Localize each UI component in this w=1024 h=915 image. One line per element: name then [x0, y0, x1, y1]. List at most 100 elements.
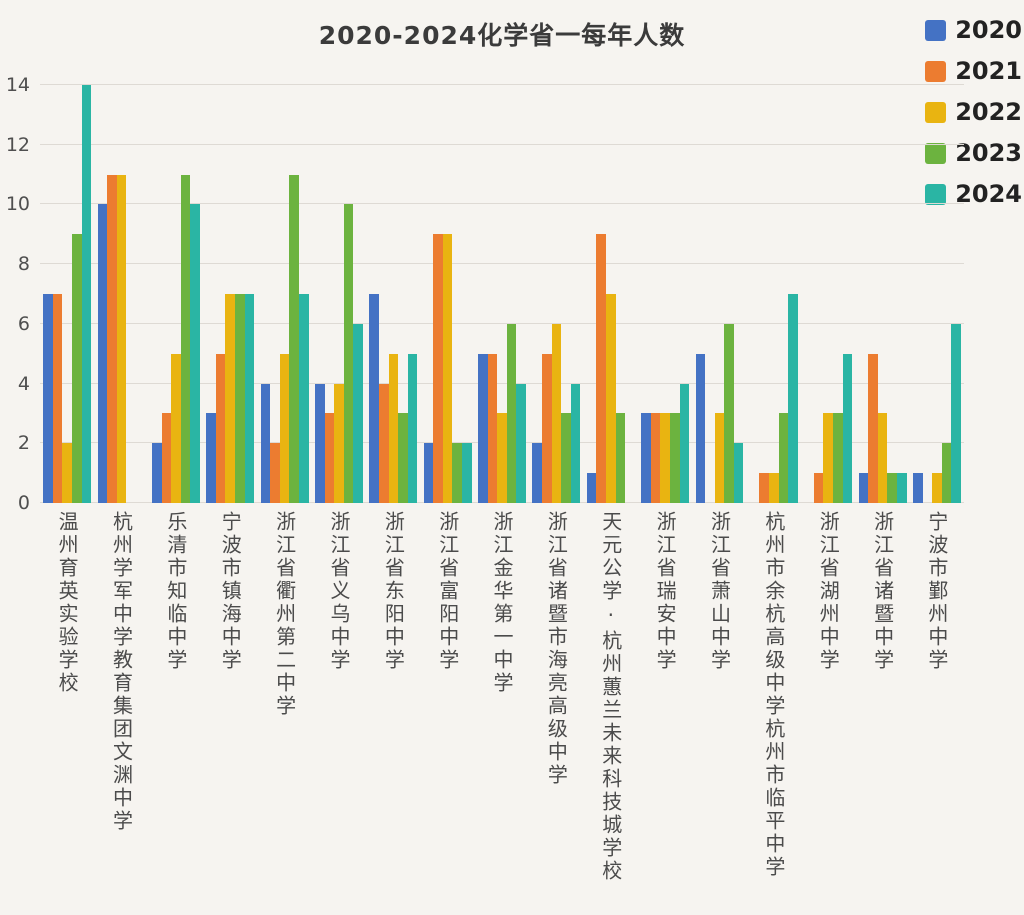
legend-swatch-icon-2024 — [925, 183, 947, 205]
bar-2024-group-4 — [244, 294, 255, 503]
x-label-11: 天元公学·杭州蕙兰未来科技城学校 — [598, 511, 623, 883]
bar-2022-group-3 — [171, 353, 181, 503]
bar-2020-group-13 — [695, 353, 706, 503]
x-label-cell-2: 杭州学军中学教育集团文渊中学 — [94, 511, 148, 915]
legend-label-2022: 2022 — [955, 98, 1022, 126]
bar-2023-group-14 — [778, 413, 789, 503]
bar-2022-group-10 — [551, 323, 562, 503]
bar-2022-group-8 — [442, 234, 453, 503]
bar-2024-group-15 — [842, 353, 853, 503]
bar-2021-group-11 — [596, 234, 606, 503]
x-label-3: 乐清市知临中学 — [163, 511, 188, 672]
x-axis-labels: 温州育英实验学校 杭州学军中学教育集团文渊中学 乐清市知临中学 宁波市镇海中学 浙江省衢… — [40, 511, 964, 915]
bar-2022-group-2 — [116, 174, 127, 503]
bar-2023-group-4 — [235, 294, 245, 503]
legend-swatch-icon-2023 — [925, 142, 947, 164]
bar-2022-group-1 — [62, 443, 72, 503]
x-label-cell-10: 浙江省诸暨市海亮高级中学 — [529, 511, 583, 915]
x-label-cell-15: 浙江省湖州中学 — [801, 511, 855, 915]
bar-2021-group-1 — [52, 294, 63, 503]
x-label-cell-6: 浙江省义乌中学 — [312, 511, 366, 915]
plot-area — [40, 84, 964, 503]
bar-2020-group-16 — [858, 473, 869, 503]
bar-2020-group-11 — [586, 473, 597, 503]
y-tick-label-4: 4 — [17, 372, 30, 395]
bar-2021-group-10 — [542, 353, 552, 503]
bar-2023-group-5 — [289, 174, 299, 503]
bar-2024-group-13 — [733, 443, 744, 503]
legend-swatch-icon-2022 — [925, 101, 947, 123]
bar-2021-group-8 — [433, 234, 443, 503]
bar-2020-group-10 — [532, 443, 543, 503]
bar-2022-group-15 — [823, 413, 833, 503]
x-label-cell-3: 乐清市知临中学 — [149, 511, 203, 915]
y-tick-label-10: 10 — [5, 193, 30, 216]
x-label-15: 浙江省湖州中学 — [816, 511, 841, 672]
gridline-12 — [40, 143, 964, 145]
x-label-17: 宁波市鄞州中学 — [924, 511, 949, 672]
x-label-cell-14: 杭州市余杭高级中学杭州市临平中学 — [747, 511, 801, 915]
gridline-8 — [40, 263, 964, 265]
bar-group-8 — [421, 85, 475, 503]
x-label-9: 浙江金华第一中学 — [490, 511, 515, 695]
bar-2021-group-2 — [107, 174, 117, 503]
bar-2022-group-17 — [932, 473, 942, 503]
bar-2022-group-13 — [714, 413, 725, 503]
bar-group-5 — [257, 85, 311, 503]
x-label-2: 杭州学军中学教育集团文渊中学 — [109, 511, 134, 833]
bar-2022-group-4 — [225, 294, 236, 503]
bar-2024-group-8 — [462, 443, 472, 503]
bar-2023-group-10 — [561, 413, 571, 503]
x-label-7: 浙江省东阳中学 — [381, 511, 406, 672]
bar-group-9 — [475, 85, 529, 503]
legend-label-2020: 2020 — [955, 16, 1022, 44]
bar-2024-group-9 — [516, 383, 527, 503]
bar-2022-group-12 — [660, 413, 670, 503]
x-label-14: 杭州市余杭高级中学杭州市临平中学 — [761, 511, 786, 879]
x-label-cell-13: 浙江省萧山中学 — [692, 511, 746, 915]
chart-title: 2020-2024化学省一每年人数 — [318, 21, 686, 50]
bar-2023-group-1 — [71, 234, 82, 503]
bar-2022-group-14 — [769, 473, 779, 503]
x-label-cell-7: 浙江省东阳中学 — [366, 511, 420, 915]
legend-item-2021: 2021 — [925, 57, 1022, 85]
bar-group-13 — [692, 85, 746, 503]
bar-2020-group-7 — [369, 294, 379, 503]
bar-2021-group-6 — [324, 413, 335, 503]
x-label-cell-9: 浙江金华第一中学 — [475, 511, 529, 915]
legend-label-2023: 2023 — [955, 139, 1022, 167]
bar-2023-group-17 — [941, 443, 952, 503]
bar-group-1 — [40, 85, 94, 503]
bar-group-17 — [910, 85, 964, 503]
bar-2020-group-17 — [912, 473, 923, 503]
bar-2020-group-9 — [478, 353, 488, 503]
gridline-10 — [40, 203, 964, 205]
legend-item-2022: 2022 — [925, 98, 1022, 126]
bar-2020-group-5 — [260, 383, 271, 503]
bar-2022-group-7 — [388, 353, 399, 503]
bar-2020-group-2 — [97, 204, 108, 503]
x-label-cell-12: 浙江省瑞安中学 — [638, 511, 692, 915]
legend-item-2020: 2020 — [925, 16, 1022, 44]
legend-swatch-icon-2020 — [925, 19, 947, 41]
bar-group-6 — [312, 85, 366, 503]
x-label-8: 浙江省富阳中学 — [435, 511, 460, 672]
x-label-cell-5: 浙江省衢州第二中学 — [257, 511, 311, 915]
bar-2023-group-11 — [615, 413, 626, 503]
bar-2023-group-12 — [669, 413, 680, 503]
bar-2020-group-3 — [151, 443, 162, 503]
bar-2024-group-16 — [896, 473, 907, 503]
bar-group-3 — [149, 85, 203, 503]
bar-2021-group-3 — [161, 413, 172, 503]
bar-group-16 — [855, 85, 909, 503]
x-label-10: 浙江省诸暨市海亮高级中学 — [544, 511, 569, 787]
y-tick-label-8: 8 — [17, 253, 30, 276]
bar-2024-group-3 — [190, 204, 200, 503]
bar-2022-group-16 — [877, 413, 888, 503]
bar-group-12 — [638, 85, 692, 503]
bar-2020-group-8 — [423, 443, 434, 503]
gridline-6 — [40, 322, 964, 324]
legend-item-2024: 2024 — [925, 180, 1022, 208]
x-label-5: 浙江省衢州第二中学 — [272, 511, 297, 718]
x-label-1: 温州育英实验学校 — [55, 511, 80, 695]
